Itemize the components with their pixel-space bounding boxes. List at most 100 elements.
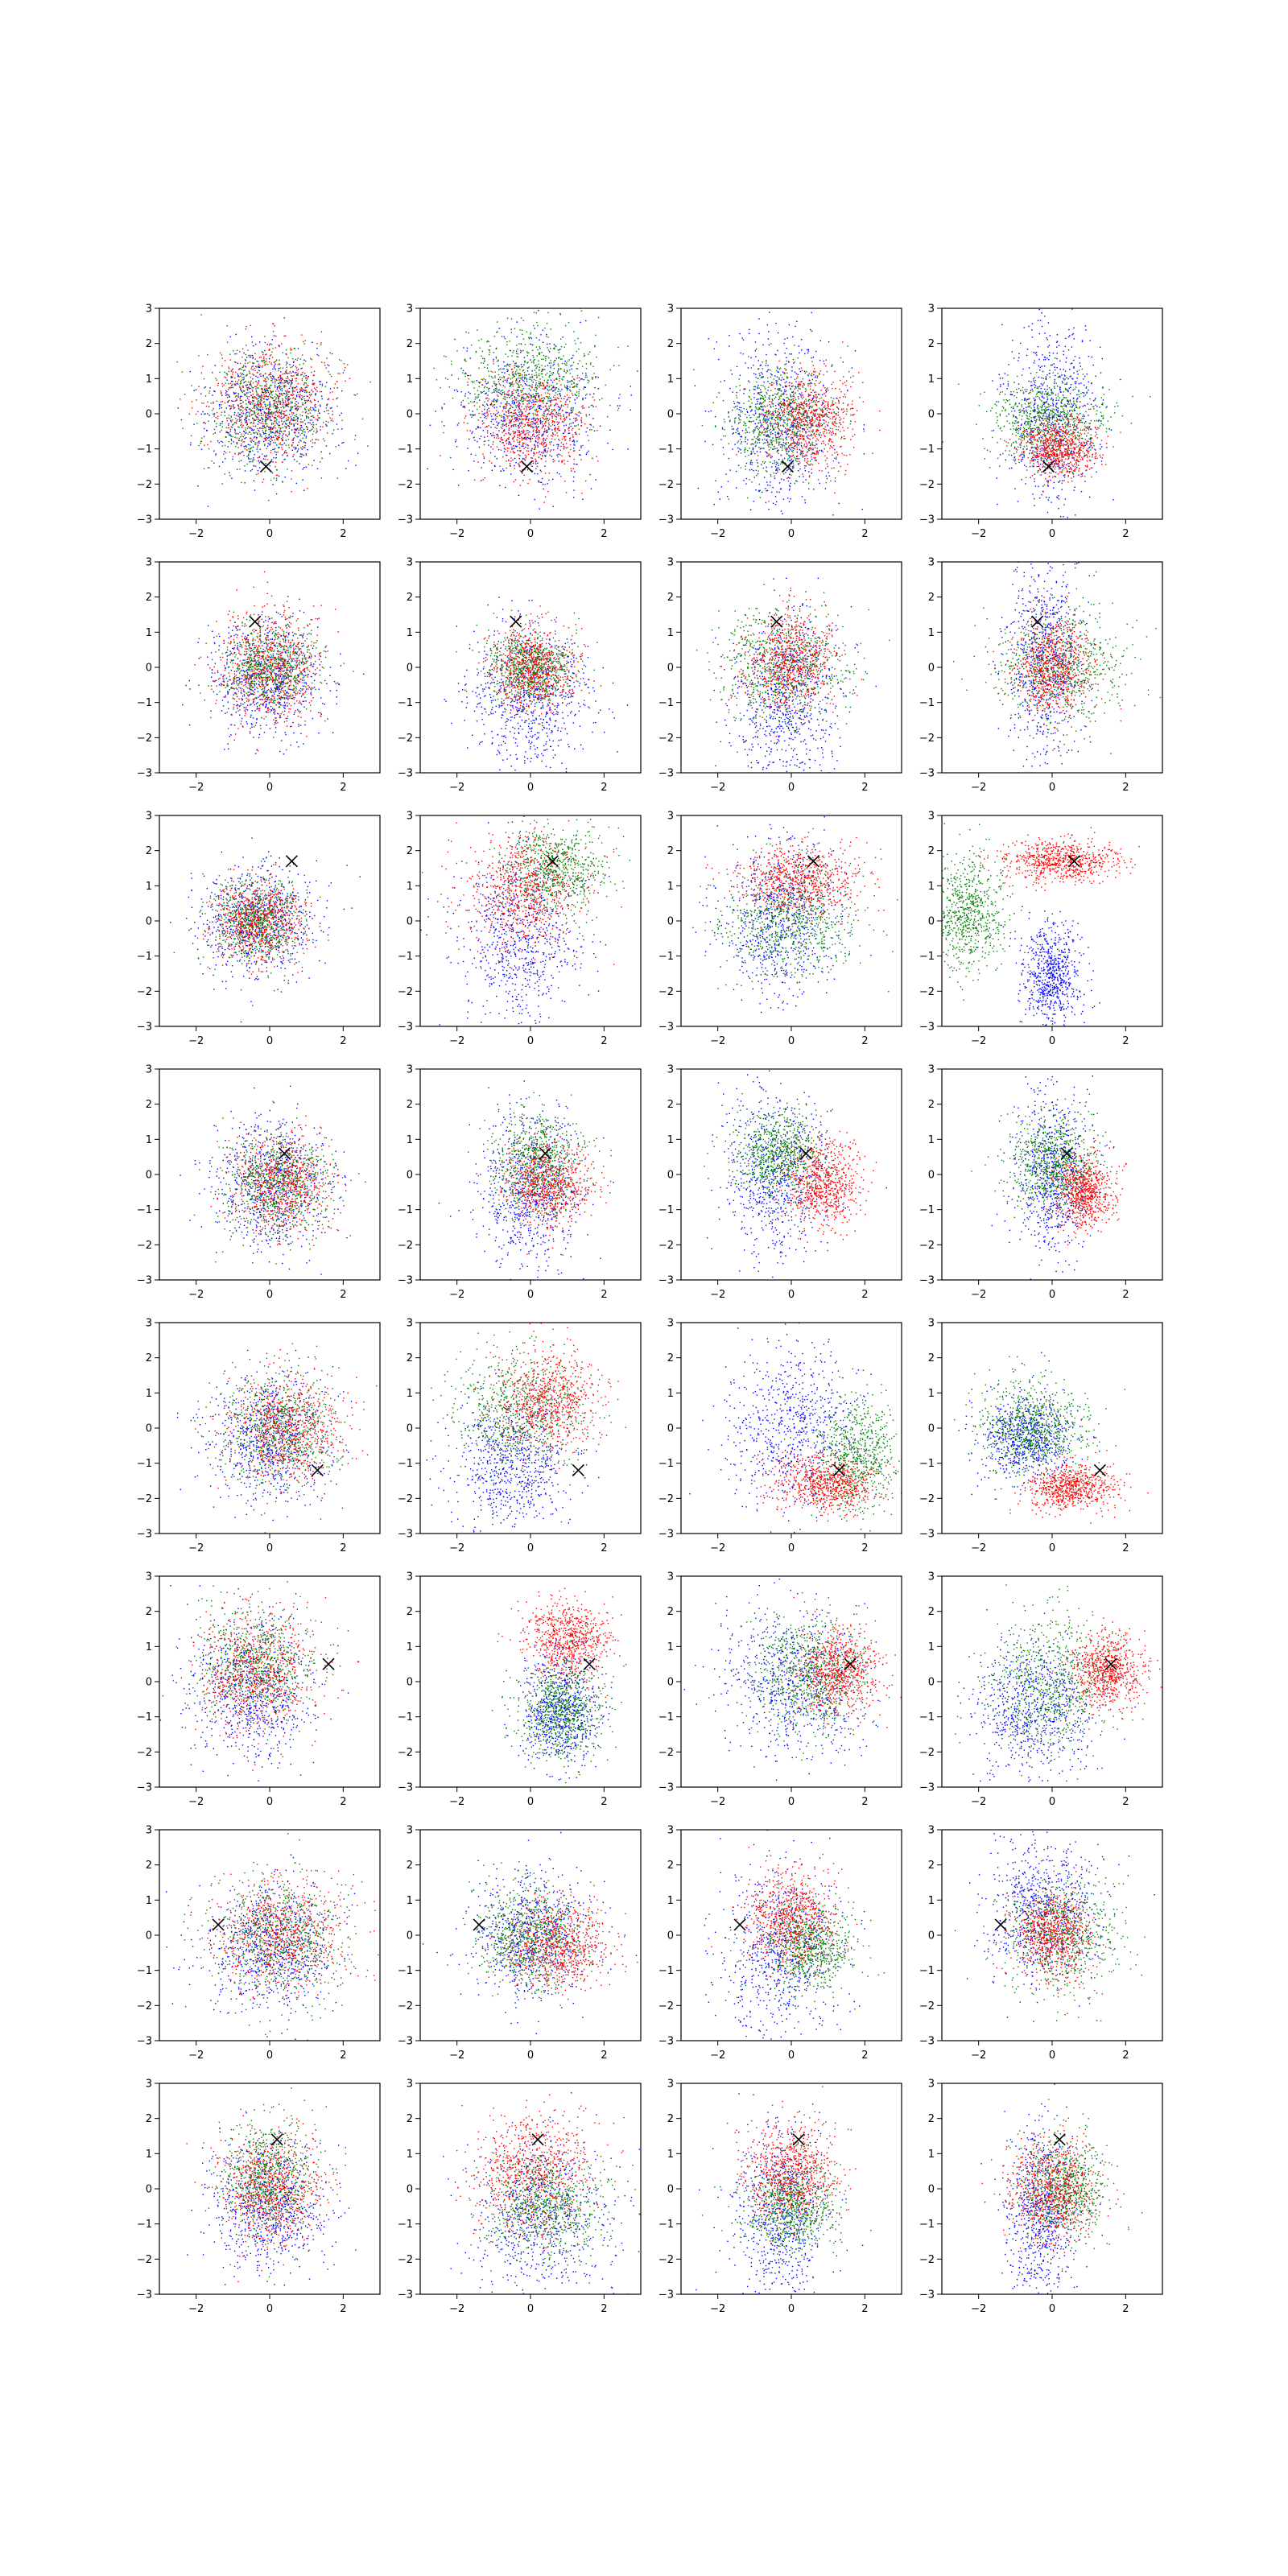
red-point [579, 380, 580, 381]
red-point [288, 403, 289, 404]
blue-point [741, 441, 742, 442]
green-point [287, 400, 288, 401]
blue-point [760, 425, 761, 426]
green-point [559, 313, 560, 314]
green-point [547, 397, 548, 398]
red-point [570, 437, 571, 438]
green-point [270, 354, 271, 355]
green-point [259, 434, 260, 435]
blue-point [755, 423, 756, 424]
green-point [473, 387, 474, 388]
blue-point [777, 463, 778, 464]
blue-point [786, 470, 787, 471]
red-point [279, 393, 280, 394]
red-point [311, 366, 312, 367]
green-point [321, 477, 322, 478]
green-point [546, 356, 547, 357]
green-point [270, 380, 271, 381]
green-point [464, 376, 465, 377]
red-point [528, 407, 529, 408]
red-point [503, 376, 504, 377]
green-point [524, 362, 525, 363]
red-point [520, 433, 521, 434]
green-point [570, 390, 571, 391]
green-point [328, 410, 329, 411]
green-point [745, 423, 746, 424]
red-point [299, 389, 300, 390]
red-point [303, 384, 304, 385]
blue-point [500, 393, 501, 394]
red-point [568, 430, 569, 431]
green-point [237, 393, 238, 394]
blue-point [343, 442, 344, 443]
red-point [512, 381, 513, 382]
blue-point [789, 485, 790, 486]
green-point [515, 380, 516, 381]
green-point [219, 408, 220, 409]
blue-point [194, 390, 195, 391]
blue-point [775, 466, 776, 467]
red-point [291, 423, 292, 424]
green-point [231, 421, 232, 422]
red-point [551, 439, 552, 440]
red-point [265, 378, 266, 379]
red-point [310, 409, 311, 410]
blue-point [181, 419, 182, 420]
blue-point [773, 503, 774, 504]
green-point [239, 438, 240, 439]
red-point [596, 406, 597, 407]
red-point [522, 443, 523, 444]
green-point [537, 349, 538, 350]
green-point [560, 339, 561, 340]
red-point [222, 483, 223, 484]
green-point [302, 430, 303, 431]
green-point [494, 404, 495, 405]
blue-point [234, 412, 235, 413]
green-point [319, 418, 320, 419]
green-point [246, 396, 247, 397]
red-point [277, 406, 278, 407]
green-point [519, 395, 520, 396]
blue-point [546, 334, 547, 335]
blue-point [302, 480, 303, 481]
blue-point [253, 457, 254, 458]
red-point [245, 409, 246, 410]
red-point [266, 413, 267, 414]
blue-point [501, 402, 502, 403]
blue-point [778, 459, 779, 460]
green-point [772, 398, 773, 399]
blue-point [570, 365, 571, 366]
blue-point [267, 443, 268, 444]
green-point [533, 325, 534, 326]
blue-point [725, 473, 726, 474]
red-point [265, 417, 266, 418]
blue-point [490, 447, 491, 448]
green-point [240, 376, 241, 377]
green-point [177, 361, 178, 362]
red-point [510, 466, 511, 467]
red-point [332, 399, 333, 400]
blue-point [255, 420, 256, 421]
red-point [253, 418, 254, 419]
blue-point [828, 430, 829, 431]
blue-point [271, 459, 272, 460]
red-point [355, 394, 356, 395]
red-point [551, 399, 552, 400]
green-point [250, 388, 251, 389]
red-point [240, 453, 241, 454]
blue-point [539, 348, 540, 349]
blue-point [190, 444, 191, 445]
green-point [304, 382, 305, 383]
green-point [576, 386, 577, 387]
green-point [484, 367, 485, 368]
green-point [229, 354, 230, 355]
green-point [562, 363, 563, 364]
green-point [477, 390, 478, 391]
green-point [503, 381, 504, 382]
red-point [514, 399, 515, 400]
red-point [326, 421, 327, 422]
green-point [538, 407, 539, 408]
red-point [201, 373, 202, 374]
red-point [280, 443, 281, 444]
blue-point [562, 336, 563, 337]
